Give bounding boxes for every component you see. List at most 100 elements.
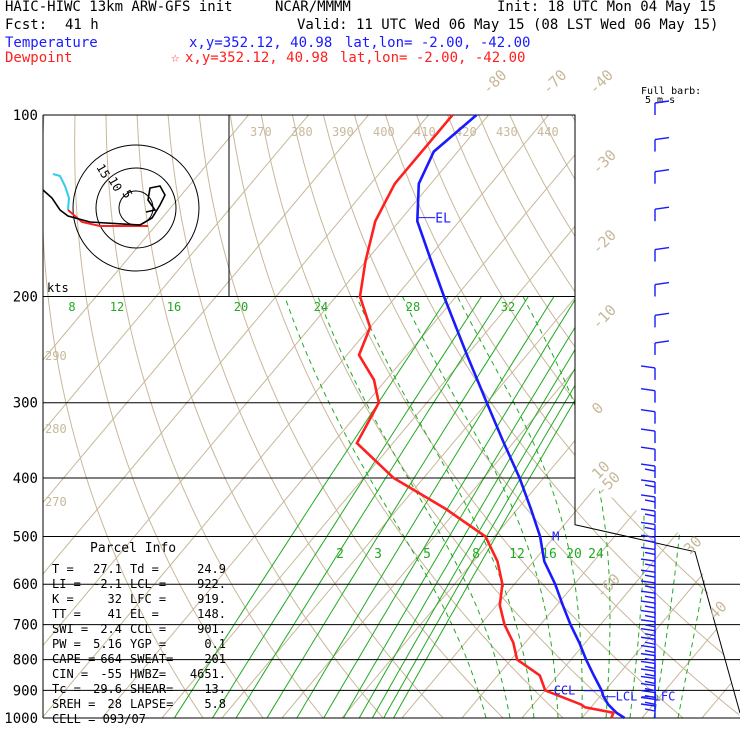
dry-adiabat: [105, 115, 324, 718]
wind-barb-flag: [644, 595, 656, 599]
model-title: HAIC-HIWC 13km ARW-GFS init: [5, 0, 233, 15]
dry-adiabat: [571, 115, 740, 718]
wind-barb-flag: [640, 689, 656, 694]
wind-barb-flag: [640, 494, 656, 498]
wind-barb-flag: [640, 521, 656, 526]
theta-left-tick: 290: [45, 349, 67, 363]
temperature-tick: -40: [585, 66, 617, 98]
wind-barb-flag: [640, 546, 656, 551]
isotherm: [161, 115, 669, 718]
ccl-label: CCL: [554, 684, 576, 698]
moist-adiabats: [284, 296, 740, 718]
mixing-ratio-label: 28: [406, 300, 420, 314]
wind-barb-flag: [644, 551, 656, 556]
dry-adiabat: [633, 115, 740, 718]
parcel-info-cell: CELL = 093/07: [52, 712, 146, 726]
moist-adiabat: [522, 296, 611, 718]
mixing-ratio-label: 12: [110, 300, 124, 314]
parcel-info-cell: Tc =: [52, 682, 81, 696]
lfc-label: LFC: [654, 690, 676, 704]
parcel-info-cell: 27.1: [93, 562, 122, 576]
parcel-info-cell: PW =: [52, 637, 81, 651]
wind-barb-flag: [640, 428, 656, 432]
theta-left-tick: 270: [45, 495, 67, 509]
parcel-info-cell: T =: [52, 562, 74, 576]
parcel-info-cell: LCL =: [130, 577, 166, 591]
parcel-info-cell: SWEAT=: [130, 652, 173, 666]
dry-adiabat: [322, 115, 740, 718]
pressure-label: 800: [13, 653, 38, 669]
parcel-info-cell: 2.4: [100, 622, 122, 636]
mixing-ratio-line: [266, 296, 529, 718]
valid-time: Valid: 11 UTC Wed 06 May 15 (08 LST Wed …: [297, 17, 719, 33]
isotherm: [43, 115, 309, 718]
pressure-label: 200: [13, 290, 38, 306]
wind-barb-flag: [654, 340, 670, 344]
pressure-label: 100: [13, 108, 38, 124]
org-name: NCAR/MMMM: [275, 0, 351, 15]
theta-tick: 430: [496, 125, 518, 139]
temperature-tick: 0: [588, 399, 607, 418]
wind-barb-flag: [644, 649, 656, 654]
temperature-legend-label: Temperature: [5, 35, 98, 51]
temperature-latlon: lat,lon= -2.00, -42.00: [345, 35, 531, 51]
dewpoint-xy: x,y=352.12, 40.98: [185, 50, 329, 66]
wind-barb-flag: [640, 463, 656, 467]
mixing-ratio-label: 24: [588, 547, 604, 562]
wind-barb-flag: [644, 708, 656, 712]
parcel-info-cell: K =: [52, 592, 74, 606]
isotherm: [43, 115, 429, 718]
mixing-ratio-label: 20: [566, 547, 582, 562]
wind-barb-flag: [644, 624, 656, 628]
dry-adiabat: [167, 115, 444, 718]
wind-barb-flag: [644, 526, 656, 531]
wind-barb-flag: [640, 580, 656, 584]
parcel-info-table: Parcel Info T = 27.1 Td = 24.9 LI = -2.1 LCL = 9…: [52, 541, 226, 726]
wind-barb-flag: [644, 632, 656, 637]
wind-barb-flag: [644, 701, 656, 706]
parcel-info-cell: 41: [108, 607, 122, 621]
parcel-info-cell: TT =: [52, 607, 81, 621]
wind-barb-flag: [644, 499, 656, 503]
temperature-profile: [415, 114, 626, 720]
parcel-info-cell: 919.: [197, 592, 226, 606]
moist-adiabat: [653, 296, 687, 718]
dewpoint-profile: [355, 114, 616, 719]
mixing-ratio-line: [383, 296, 629, 718]
wind-barb-flag: [644, 563, 656, 567]
wind-barb-flag: [644, 468, 656, 472]
wind-barb-flag: [644, 585, 656, 589]
wind-barb-flag: [654, 206, 670, 210]
barb-title: Full barb:: [641, 86, 702, 97]
wind-barbs: [640, 100, 670, 718]
parcel-info-cell: 13.: [204, 682, 226, 696]
mixing-ratio-label: 3: [374, 547, 382, 562]
isotherm: [43, 115, 549, 718]
dry-adiabat: [695, 115, 740, 718]
parcel-info-cell: LFC =: [130, 592, 166, 606]
parcel-info-cell: 5.8: [204, 697, 226, 711]
wind-barb-flag: [640, 558, 656, 562]
dewpoint-latlon: lat,lon= -2.00, -42.00: [340, 50, 526, 66]
wind-barb-flag: [640, 627, 656, 632]
wind-barb-flag: [640, 644, 656, 649]
hodograph-units: kts: [47, 281, 69, 295]
wind-barb-flag: [644, 539, 656, 543]
dry-adiabat: [198, 115, 504, 718]
wind-barb-flag: [644, 680, 656, 685]
dry-adiabat: [260, 115, 624, 718]
dry-adiabat: [136, 115, 384, 718]
wind-barb-flag: [640, 446, 656, 450]
wind-barb-flag: [640, 609, 656, 614]
parcel-info-cell: HWBZ=: [130, 667, 166, 681]
theta-tick: 370: [250, 125, 272, 139]
isotherm: [701, 115, 740, 718]
wind-barb-flag: [654, 136, 670, 141]
wind-barb-flag: [654, 246, 670, 251]
mixing-ratio-label: 32: [501, 300, 515, 314]
mixing-ratio-label: 2: [336, 547, 344, 562]
pressure-label: 300: [13, 396, 38, 412]
pressure-label: 500: [13, 529, 38, 545]
wind-barb-flag: [640, 696, 656, 701]
pressure-label: 400: [13, 471, 38, 487]
